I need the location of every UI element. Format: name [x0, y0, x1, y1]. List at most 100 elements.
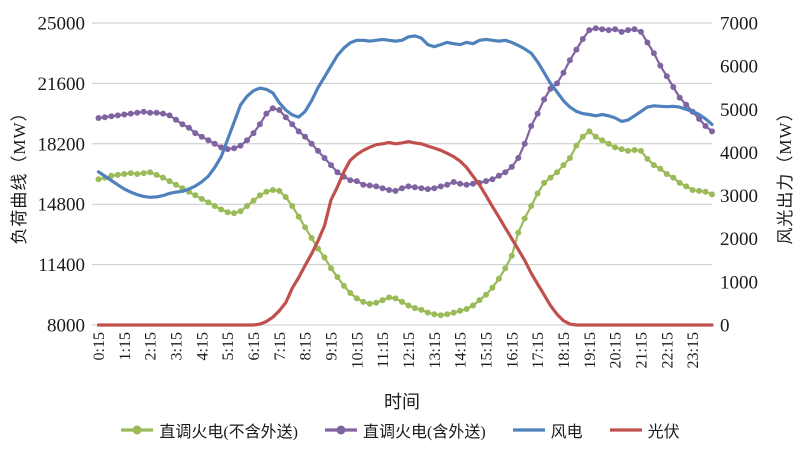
series-line-thermal-excl-export — [97, 130, 714, 317]
data-point — [101, 114, 108, 121]
data-point — [554, 169, 560, 176]
left-axis-tick-label: 8000 — [47, 316, 85, 337]
legend-label-solar: 光伏 — [647, 424, 680, 441]
data-point — [160, 174, 166, 181]
data-point — [179, 121, 186, 128]
data-point — [244, 203, 250, 209]
data-point — [295, 213, 302, 220]
data-point — [534, 110, 541, 117]
data-point — [618, 146, 625, 153]
x-axis-tick-label: 6:15 — [246, 332, 263, 360]
legend-item-wind: 风电 — [512, 418, 583, 442]
x-axis-tick-label: 9:15 — [324, 332, 341, 360]
data-point — [399, 185, 405, 192]
data-point — [140, 170, 147, 177]
data-point — [612, 144, 619, 151]
data-point — [321, 155, 328, 161]
data-point — [211, 203, 218, 209]
data-point — [321, 254, 328, 261]
right-axis-tick-label: 3000 — [720, 186, 758, 207]
right-axis-tick-label: 5000 — [720, 100, 758, 121]
data-point — [502, 169, 509, 176]
data-point — [631, 147, 638, 153]
data-point — [127, 170, 134, 177]
data-point — [670, 84, 677, 90]
data-point — [470, 302, 476, 309]
data-point — [592, 25, 599, 32]
right-axis-title: 风光出力（MW） — [776, 103, 795, 245]
right-axis-tick-label: 0 — [720, 316, 730, 337]
x-axis-tick-label: 8:15 — [298, 332, 315, 360]
data-point — [392, 187, 399, 194]
data-point — [108, 113, 115, 120]
data-point — [173, 181, 179, 188]
data-point — [502, 265, 509, 272]
data-point — [282, 194, 289, 201]
data-point — [353, 295, 360, 302]
series-markers-thermal-incl-export — [95, 25, 715, 194]
data-point — [289, 203, 296, 209]
x-axis-tick-label: 2:15 — [143, 332, 160, 360]
data-point — [218, 206, 225, 213]
data-point — [638, 147, 644, 154]
data-point — [625, 147, 631, 154]
legend-item-solar: 光伏 — [609, 418, 680, 442]
series-line-thermal-incl-export — [97, 27, 714, 192]
left-axis-tick-label: 25000 — [38, 14, 86, 35]
left-axis-tick-label: 21600 — [38, 74, 86, 95]
right-axis-tick-label: 2000 — [720, 229, 758, 250]
data-point — [663, 73, 670, 80]
data-point — [560, 69, 567, 76]
data-point — [579, 133, 586, 140]
data-point — [95, 176, 102, 183]
data-point — [495, 172, 502, 179]
legend-label-wind: 风电 — [550, 424, 583, 441]
data-point — [599, 137, 606, 144]
data-point — [605, 140, 612, 147]
data-point — [650, 162, 657, 169]
right-axis-tick-label: 4000 — [720, 143, 758, 164]
x-axis-tick-label: 14:15 — [453, 332, 470, 368]
x-axis-tick-label: 19:15 — [582, 332, 599, 368]
data-point — [663, 171, 670, 177]
left-axis-tick-label: 11400 — [38, 255, 85, 276]
data-point — [644, 155, 651, 162]
data-point — [353, 178, 360, 185]
data-point — [709, 191, 715, 198]
legend-item-thermal-excl-export: 直调火电(不含外送) — [120, 418, 298, 442]
right-axis-tick-label: 6000 — [720, 57, 758, 78]
data-point — [211, 140, 218, 147]
data-point — [153, 171, 160, 178]
data-point — [528, 123, 535, 129]
data-point — [547, 174, 554, 181]
data-point — [308, 235, 315, 241]
legend-label-thermal-incl-export: 直调火电(含外送) — [362, 424, 486, 441]
data-point — [476, 297, 483, 304]
data-point — [515, 155, 522, 161]
data-point — [121, 171, 128, 177]
data-point — [657, 165, 664, 172]
data-point — [231, 210, 238, 217]
data-point — [160, 110, 166, 117]
data-point — [302, 224, 309, 231]
data-point — [140, 108, 147, 115]
data-point — [263, 110, 270, 117]
data-point — [289, 121, 296, 128]
data-point — [166, 112, 173, 119]
data-point — [147, 169, 154, 176]
data-point — [483, 291, 489, 298]
data-point — [256, 192, 263, 199]
series-line-solar — [96, 140, 714, 327]
data-point — [192, 192, 199, 199]
data-point — [360, 298, 367, 305]
data-point — [276, 187, 283, 194]
legend-swatch-wind — [512, 428, 545, 432]
x-axis-tick-label: 5:15 — [220, 332, 237, 360]
legend-swatch-solar — [609, 428, 642, 432]
data-point — [399, 298, 405, 305]
data-point — [295, 128, 302, 135]
data-point — [198, 195, 205, 202]
left-axis-title: 负荷曲线（MW） — [10, 103, 29, 245]
data-point — [411, 305, 418, 312]
data-point — [250, 130, 257, 137]
